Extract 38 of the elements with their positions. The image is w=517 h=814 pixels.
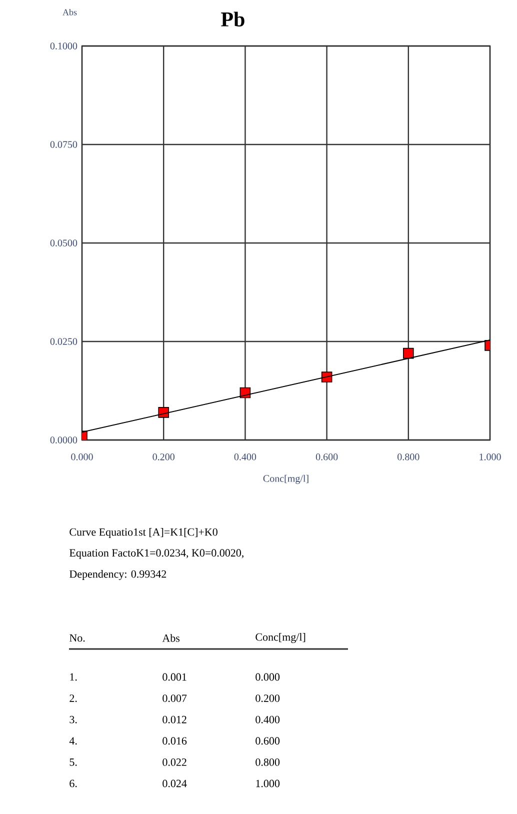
text: 0.000 xyxy=(256,673,280,681)
text: 6. xyxy=(70,780,77,788)
text: Curve Equatio1st [A]=K1[C]+K0 xyxy=(70,528,218,538)
text: Equation FactoK1=0.0234, K0=0.0020, xyxy=(70,549,244,559)
text: 3. xyxy=(70,716,77,724)
y-axis-title: Abs xyxy=(62,8,77,16)
x-axis-title: Conc[mg/l] xyxy=(263,474,308,484)
text: Abs xyxy=(162,634,180,642)
text: 2. xyxy=(70,694,77,702)
text: 1.000 xyxy=(256,780,280,788)
text: 0.024 xyxy=(162,780,187,788)
text: 5. xyxy=(70,758,77,766)
text: 0.007 xyxy=(162,694,187,702)
y-tick-label: 0.0500 xyxy=(50,240,78,246)
text: 0.200 xyxy=(256,694,280,702)
x-tick-label: 0.400 xyxy=(234,454,256,460)
y-tick-label: 0.0000 xyxy=(50,436,78,444)
text: 0.800 xyxy=(256,758,280,766)
y-tick-label: 0.0250 xyxy=(50,338,78,345)
x-tick-label: 0.600 xyxy=(316,454,338,460)
text: 4. xyxy=(69,737,77,745)
text: 0.012 xyxy=(162,716,186,724)
chart-title: Pb xyxy=(221,12,244,27)
text: Dependency: 0.99342 xyxy=(70,570,166,580)
x-tick-label: 0.200 xyxy=(152,454,174,460)
x-tick-label: 1.000 xyxy=(480,454,501,460)
text: Conc[mg/l] xyxy=(256,633,306,644)
y-tick-label: 0.0750 xyxy=(50,141,78,148)
text: 0.600 xyxy=(256,737,280,745)
x-tick-label: 0.800 xyxy=(398,454,420,460)
text: 0.016 xyxy=(162,737,187,745)
text: 0.001 xyxy=(162,673,186,681)
text: 1. xyxy=(70,673,77,681)
text: 0.022 xyxy=(162,758,186,766)
text: No. xyxy=(70,634,85,642)
x-tick-label: 0.000 xyxy=(71,454,93,460)
y-tick-label: 0.1000 xyxy=(50,42,78,50)
text: 0.400 xyxy=(256,716,280,724)
